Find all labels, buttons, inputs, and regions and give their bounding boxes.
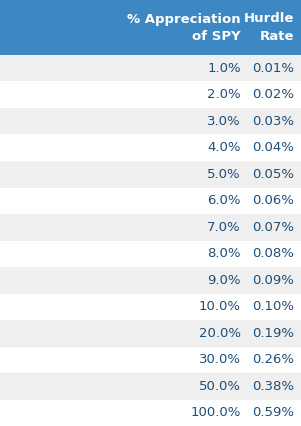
Bar bbox=[0, 267, 301, 294]
Text: 30.0%: 30.0% bbox=[199, 353, 241, 366]
Bar bbox=[0, 81, 301, 108]
Text: 2.0%: 2.0% bbox=[207, 88, 241, 101]
Text: 0.09%: 0.09% bbox=[253, 274, 294, 287]
Text: 0.06%: 0.06% bbox=[253, 194, 294, 207]
Text: 0.59%: 0.59% bbox=[253, 406, 294, 419]
Bar bbox=[0, 294, 301, 320]
Bar bbox=[0, 320, 301, 346]
Bar bbox=[0, 108, 301, 135]
Text: 6.0%: 6.0% bbox=[207, 194, 241, 207]
Bar bbox=[0, 135, 301, 161]
Text: 3.0%: 3.0% bbox=[207, 115, 241, 128]
Bar bbox=[0, 400, 301, 426]
Text: 0.03%: 0.03% bbox=[253, 115, 294, 128]
Text: % Appreciation
of SPY: % Appreciation of SPY bbox=[127, 12, 241, 43]
Text: 9.0%: 9.0% bbox=[207, 274, 241, 287]
Text: 0.05%: 0.05% bbox=[253, 168, 294, 181]
Text: 0.10%: 0.10% bbox=[253, 300, 294, 313]
Text: 20.0%: 20.0% bbox=[199, 327, 241, 340]
Text: 10.0%: 10.0% bbox=[199, 300, 241, 313]
Text: 5.0%: 5.0% bbox=[207, 168, 241, 181]
Text: Hurdle
Rate: Hurdle Rate bbox=[244, 12, 294, 43]
Bar bbox=[0, 161, 301, 187]
Text: 1.0%: 1.0% bbox=[207, 62, 241, 75]
Bar bbox=[0, 373, 301, 400]
Bar bbox=[0, 187, 301, 214]
Text: 4.0%: 4.0% bbox=[207, 141, 241, 154]
Bar bbox=[0, 0, 301, 55]
Text: 100.0%: 100.0% bbox=[191, 406, 241, 419]
Text: 0.19%: 0.19% bbox=[253, 327, 294, 340]
Text: 0.01%: 0.01% bbox=[253, 62, 294, 75]
Bar bbox=[0, 55, 301, 81]
Bar bbox=[0, 346, 301, 373]
Text: 7.0%: 7.0% bbox=[207, 221, 241, 234]
Bar bbox=[0, 214, 301, 241]
Text: 0.26%: 0.26% bbox=[253, 353, 294, 366]
Text: 50.0%: 50.0% bbox=[199, 380, 241, 393]
Text: 0.02%: 0.02% bbox=[253, 88, 294, 101]
Text: 0.38%: 0.38% bbox=[253, 380, 294, 393]
Text: 0.08%: 0.08% bbox=[253, 247, 294, 260]
Bar bbox=[0, 241, 301, 267]
Text: 0.07%: 0.07% bbox=[253, 221, 294, 234]
Text: 0.04%: 0.04% bbox=[253, 141, 294, 154]
Text: 8.0%: 8.0% bbox=[207, 247, 241, 260]
